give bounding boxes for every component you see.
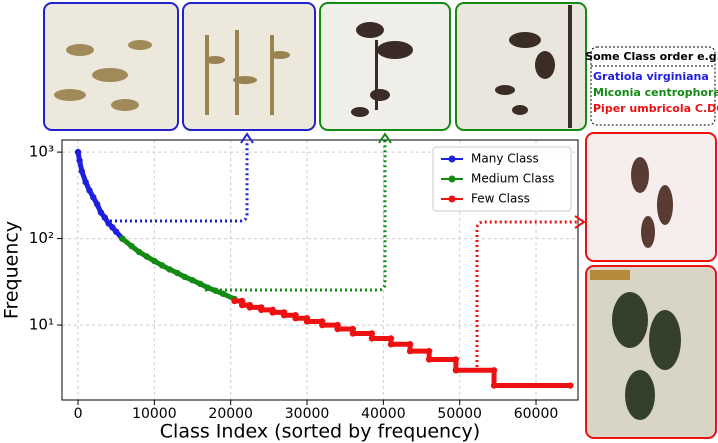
- plant-sketch: [631, 157, 673, 248]
- legend-marker: [448, 175, 456, 183]
- data-point: [204, 284, 211, 291]
- data-point: [119, 235, 126, 242]
- data-point: [105, 220, 112, 227]
- data-point: [349, 330, 357, 337]
- data-point: [76, 157, 83, 164]
- data-point: [567, 382, 574, 389]
- legend-label: Few Class: [471, 192, 530, 206]
- data-point: [212, 287, 219, 294]
- plot-frame: [61, 139, 579, 401]
- data-point: [334, 325, 341, 333]
- x-tick-label: 0: [74, 406, 83, 422]
- data-point: [90, 194, 97, 201]
- data-point: [181, 273, 189, 281]
- data-point: [319, 321, 326, 329]
- x-tick-label: 10000: [132, 406, 177, 422]
- plant-sketch: [351, 22, 413, 117]
- annotation-example: Miconia centrophora: [593, 86, 718, 99]
- data-point: [406, 347, 414, 355]
- data-point: [387, 335, 395, 342]
- image-frame: [319, 2, 451, 131]
- data-point: [109, 224, 116, 231]
- x-tick-label: 50000: [437, 406, 482, 422]
- data-point: [231, 297, 238, 305]
- data-point: [97, 209, 105, 216]
- data-point: [349, 325, 357, 333]
- y-axis-label: Frequency: [1, 221, 23, 319]
- series-line: [75, 151, 125, 241]
- legend-marker: [448, 155, 456, 163]
- y-tick-label: 10²: [29, 229, 54, 247]
- data-point: [189, 277, 196, 284]
- data-point: [196, 280, 204, 288]
- y-tick-label: 10³: [29, 143, 54, 161]
- legend: Many Class Medium Class Few Class: [432, 146, 572, 212]
- data-point: [246, 304, 253, 311]
- legend-label: Medium Class: [471, 172, 554, 186]
- pointer-line: [475, 220, 578, 372]
- pointer-arrow: [240, 132, 254, 144]
- image-frame: [455, 2, 587, 131]
- data-point: [112, 228, 120, 235]
- plant-sketch: [495, 5, 572, 128]
- data-point: [166, 266, 173, 273]
- data-point: [86, 187, 93, 194]
- data-point: [280, 312, 288, 319]
- data-point: [78, 168, 86, 175]
- data-point: [368, 330, 376, 337]
- data-point: [101, 214, 108, 221]
- annotation-example: Gratiola virginiana: [593, 70, 709, 83]
- data-point: [303, 318, 311, 325]
- data-point: [238, 301, 246, 309]
- data-point: [151, 257, 158, 265]
- pointer-arrow: [574, 215, 586, 229]
- data-point: [269, 309, 276, 316]
- legend-box: [432, 146, 572, 212]
- image-frame: [43, 2, 179, 131]
- x-tick-label: 30000: [285, 406, 330, 422]
- data-point: [452, 367, 460, 374]
- data-point: [490, 367, 498, 374]
- data-point: [258, 306, 265, 314]
- data-point: [387, 341, 395, 348]
- pointer-line: [205, 140, 387, 292]
- image-frame: [585, 132, 717, 262]
- data-point: [219, 290, 227, 297]
- x-tick-label: 20000: [208, 406, 253, 422]
- x-tick-label: 60000: [514, 406, 559, 422]
- data-point: [425, 347, 433, 355]
- data-point: [128, 242, 135, 250]
- plant-sketch: [54, 40, 152, 111]
- y-tick-label: 10¹: [29, 316, 54, 334]
- plot: 0 10000 20000 30000 40000 50000 60000 10¹ 10² 10³…: [1, 132, 586, 443]
- legend-label: Many Class: [471, 152, 539, 166]
- data-point: [425, 356, 433, 363]
- data-point: [158, 262, 166, 269]
- x-tick-label: 40000: [361, 406, 406, 422]
- data-point: [135, 248, 143, 256]
- data-point: [452, 356, 460, 363]
- plant-sketch: [205, 30, 290, 115]
- data-point: [82, 178, 89, 186]
- data-point: [143, 253, 150, 260]
- pointer-arrow: [378, 132, 392, 144]
- x-axis-label: Class Index (sorted by frequency): [160, 421, 480, 443]
- annotation-text: Some Class order e.g. Gratiola virginiana…: [585, 50, 718, 115]
- data-point: [368, 335, 376, 342]
- data-point: [292, 315, 299, 322]
- image-frame: [182, 2, 316, 131]
- pointer-line: [105, 140, 249, 223]
- data-point: [93, 200, 101, 208]
- data-point: [174, 269, 181, 277]
- data-point: [490, 382, 498, 389]
- data-point: [406, 341, 414, 348]
- data-point: [74, 148, 82, 156]
- plant-sketch: [590, 270, 681, 420]
- legend-marker: [448, 195, 456, 203]
- specimen-images: [43, 2, 717, 439]
- annotation-heading: Some Class order e.g.: [585, 50, 718, 63]
- annotation-example: Piper umbricola C.DC: [593, 102, 718, 115]
